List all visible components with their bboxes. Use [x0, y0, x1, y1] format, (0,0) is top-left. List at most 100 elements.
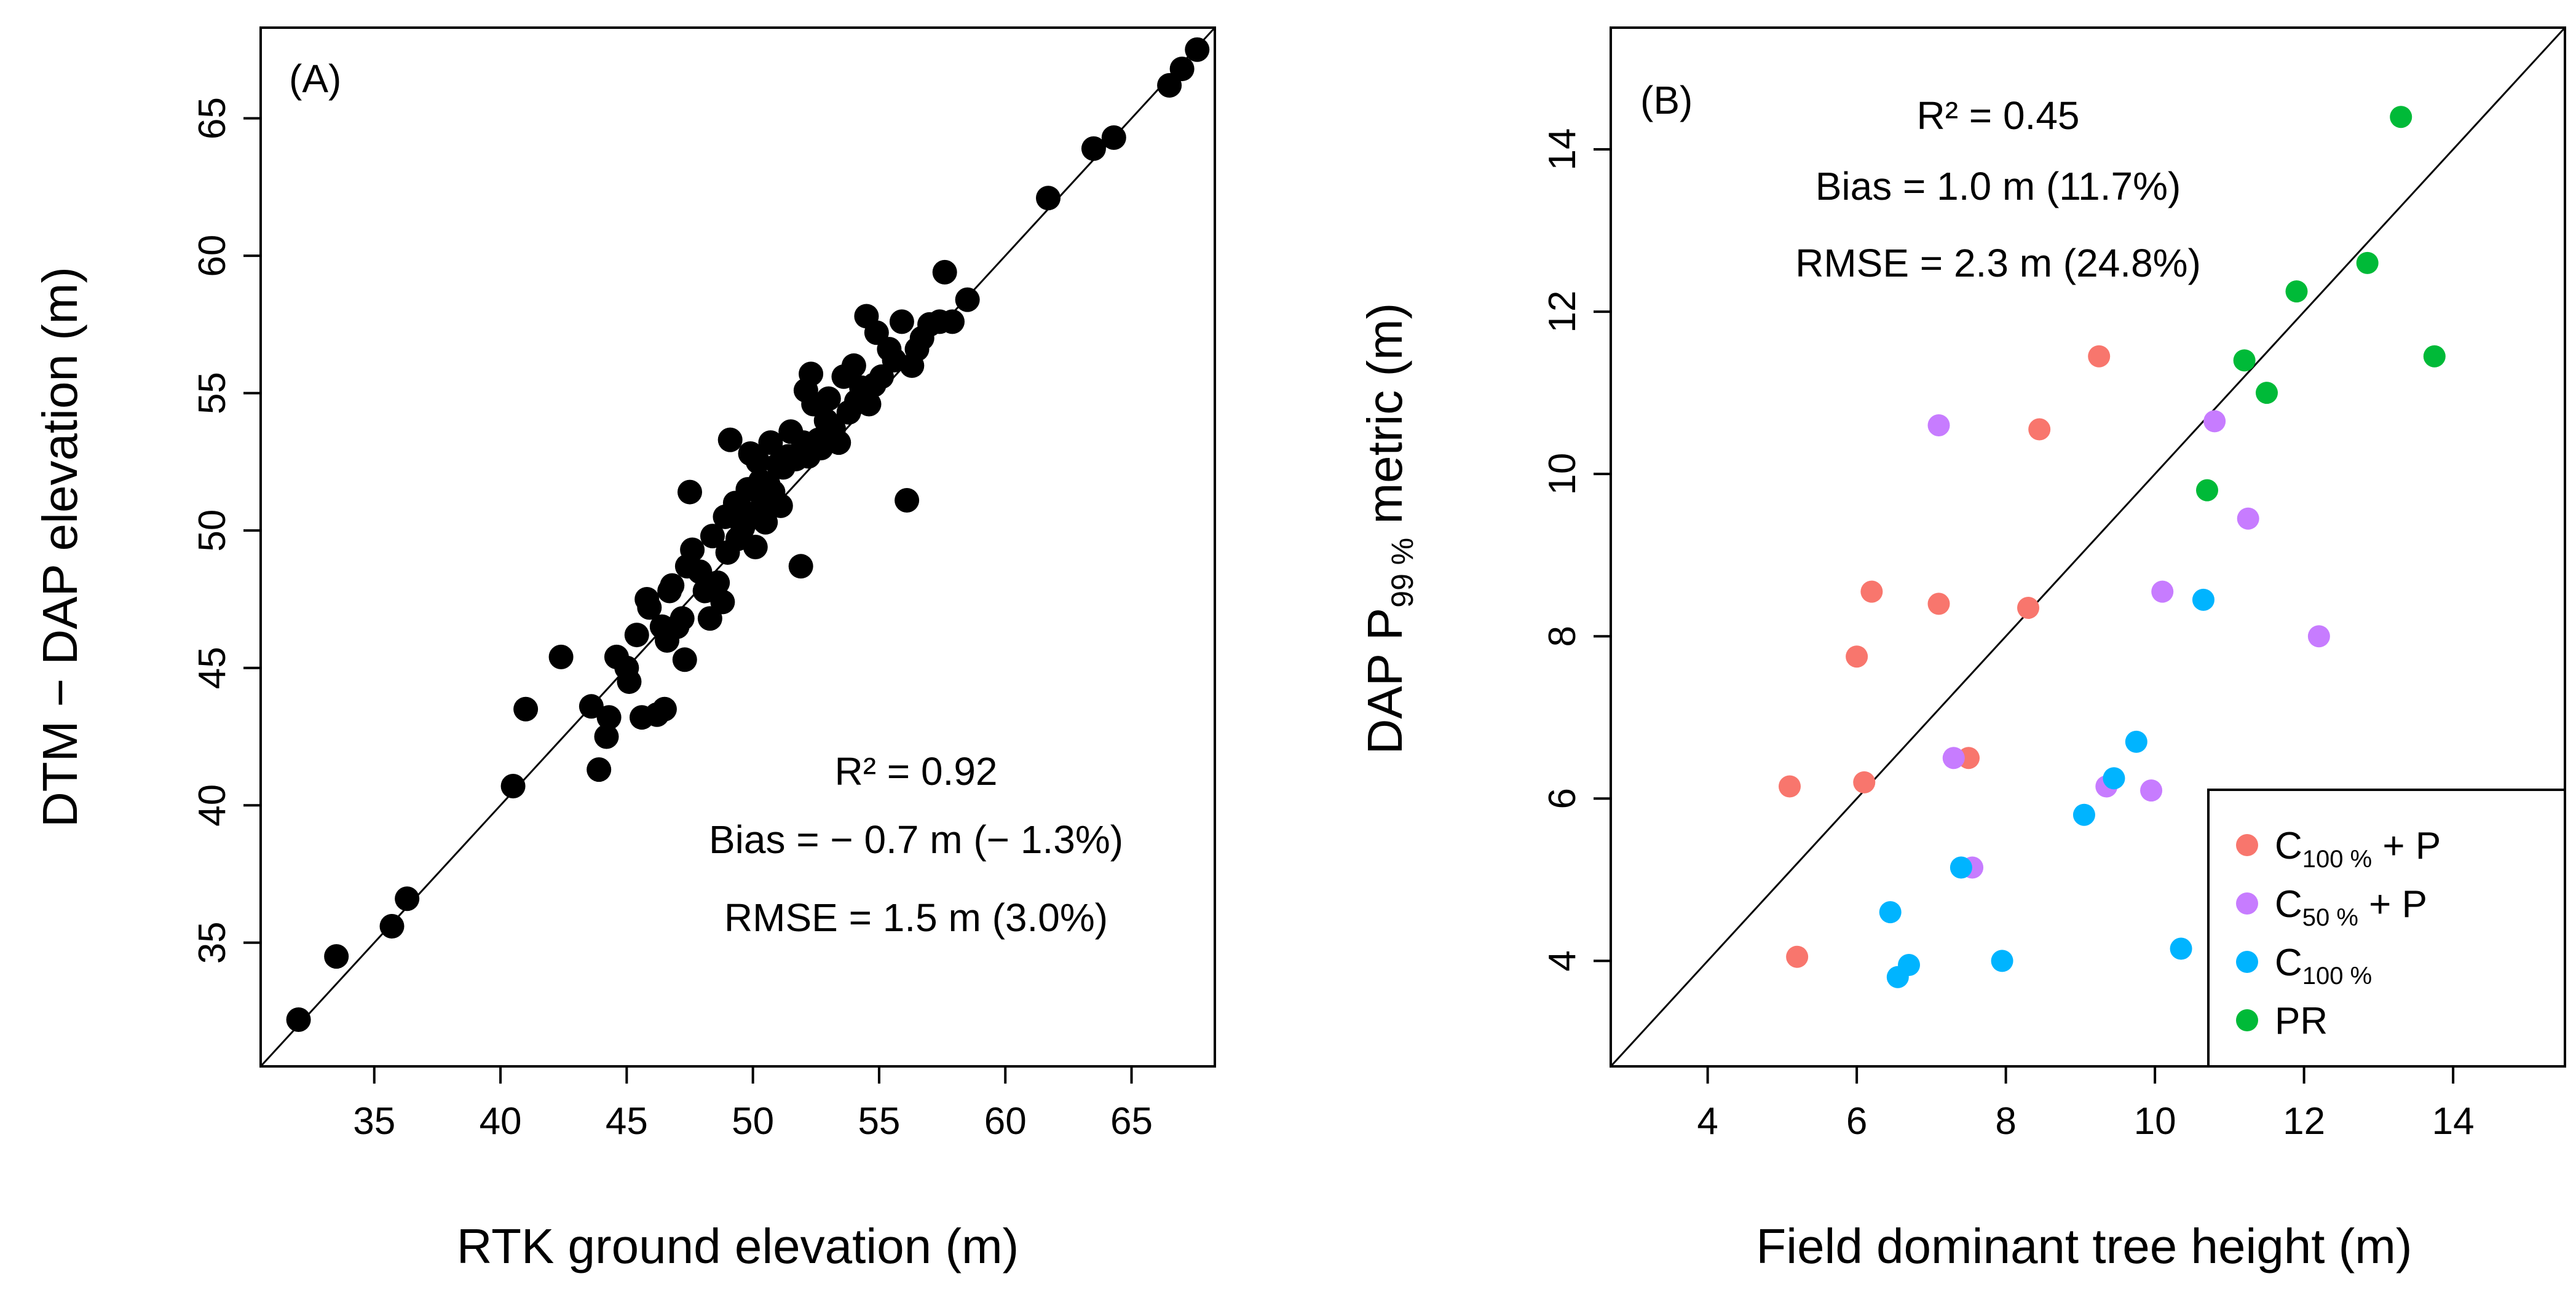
y-tick-label: 45 — [191, 647, 234, 689]
y-tick-label: 10 — [1541, 453, 1584, 495]
data-point — [2103, 767, 2125, 790]
y-tick-label: 60 — [191, 235, 234, 277]
data-point — [932, 259, 957, 285]
y-tick-label: 65 — [191, 97, 234, 140]
data-point — [768, 493, 793, 518]
x-axis-b: 4 6 8 10 12 14 — [1697, 1066, 2475, 1143]
data-point — [395, 886, 420, 911]
data-point — [2072, 803, 2095, 826]
y-axis-b: 4 6 8 10 12 14 — [1541, 128, 1611, 972]
legend-label: PR — [2275, 1000, 2328, 1042]
data-point — [2088, 345, 2111, 368]
data-point — [1853, 771, 1876, 793]
data-point — [856, 392, 882, 417]
x-tick-label: 6 — [1846, 1100, 1867, 1143]
data-point — [2028, 418, 2051, 441]
data-point — [660, 573, 685, 598]
legend-marker — [2236, 1009, 2258, 1031]
reference-line-b — [1610, 26, 2566, 1068]
data-point — [1942, 747, 1965, 770]
y-tick-label: 50 — [191, 510, 234, 552]
legend-frame-b — [2207, 789, 2566, 1068]
data-point — [624, 623, 649, 648]
data-point — [2307, 625, 2330, 648]
y-tick-label: 40 — [191, 784, 234, 827]
x-axis-a: 35 40 45 50 55 60 65 — [353, 1066, 1153, 1143]
panel-label-b: (B) — [1640, 78, 1693, 122]
x-tick-label: 35 — [353, 1100, 395, 1143]
r2-b: R² = 0.45 — [1916, 93, 2079, 138]
legend-label: C100 % — [2275, 942, 2372, 990]
data-point — [672, 647, 697, 672]
x-tick-label: 14 — [2432, 1100, 2475, 1143]
data-point — [670, 606, 695, 631]
data-point — [1786, 945, 1809, 968]
data-point — [587, 757, 612, 782]
data-point — [379, 913, 405, 939]
y-axis-a: 35 40 45 50 55 60 65 — [191, 97, 261, 964]
data-point — [1991, 950, 2013, 972]
legend-label: C50 % + P — [2275, 883, 2427, 931]
data-point — [596, 705, 622, 730]
data-point — [1185, 37, 1210, 62]
y-tick-label: 6 — [1541, 788, 1584, 809]
y-axis-title-b-main: DAP P — [1357, 608, 1412, 755]
x-tick-label: 55 — [858, 1100, 900, 1143]
data-point — [2203, 410, 2226, 433]
rmse-a: RMSE = 1.5 m (3.0%) — [724, 896, 1108, 940]
x-tick-label: 8 — [1995, 1100, 2016, 1143]
x-tick-label: 40 — [480, 1100, 522, 1143]
legend-marker — [2236, 834, 2258, 856]
data-point — [745, 449, 770, 474]
x-tick-label: 50 — [732, 1100, 774, 1143]
data-point — [1846, 645, 1868, 668]
data-point — [2196, 479, 2218, 502]
legend-b: C100 % + P C50 % + P C100 % PR — [2207, 789, 2566, 1068]
data-point — [2151, 580, 2174, 603]
data-point — [700, 524, 725, 549]
data-point — [758, 430, 783, 455]
data-point — [826, 430, 851, 455]
y-tick-label: 8 — [1541, 626, 1584, 647]
data-point — [680, 537, 705, 562]
panel-label-a: (A) — [289, 57, 341, 101]
y-axis-title-b: DAP P99 % metric (m) — [1357, 303, 1420, 755]
rmse-b: RMSE = 2.3 m (24.8%) — [1795, 241, 2201, 285]
y-axis-title-a: DTM − DAP elevation (m) — [33, 267, 87, 827]
bias-a: Bias = − 0.7 m (− 1.3%) — [709, 817, 1123, 862]
x-tick-label: 4 — [1697, 1100, 1718, 1143]
y-tick-label: 35 — [191, 921, 234, 964]
data-point — [2192, 588, 2214, 611]
data-point — [617, 669, 642, 695]
data-point — [2256, 382, 2278, 404]
data-point — [705, 570, 730, 596]
data-point — [1101, 125, 1126, 150]
data-point — [1927, 592, 1950, 615]
points-a — [286, 37, 1210, 1032]
y-tick-label: 12 — [1541, 291, 1584, 333]
data-point — [1779, 775, 1801, 798]
data-point — [816, 386, 841, 411]
data-point — [286, 1007, 311, 1032]
data-point — [2390, 106, 2412, 128]
data-point — [955, 287, 980, 312]
x-tick-label: 45 — [606, 1100, 648, 1143]
panel-a: (A) 35 40 45 50 55 60 65 35 40 45 50 55 60 65 RTK gr… — [33, 26, 1216, 1273]
data-point — [652, 696, 677, 722]
data-point — [677, 479, 702, 505]
stats-a: R² = 0.92 Bias = − 0.7 m (− 1.3%) RMSE =… — [709, 749, 1123, 940]
legend-label: C100 % + P — [2275, 825, 2441, 873]
data-point — [687, 559, 713, 585]
y-tick-label: 55 — [191, 372, 234, 414]
data-point — [788, 554, 813, 579]
data-point — [324, 944, 349, 969]
data-point — [1169, 57, 1195, 82]
data-point — [2125, 730, 2147, 753]
data-point — [637, 595, 662, 620]
y-tick-label: 14 — [1541, 128, 1584, 171]
data-point — [594, 724, 619, 749]
x-axis-title-a: RTK ground elevation (m) — [457, 1219, 1019, 1273]
data-point — [2237, 507, 2259, 530]
data-point — [2233, 349, 2256, 372]
